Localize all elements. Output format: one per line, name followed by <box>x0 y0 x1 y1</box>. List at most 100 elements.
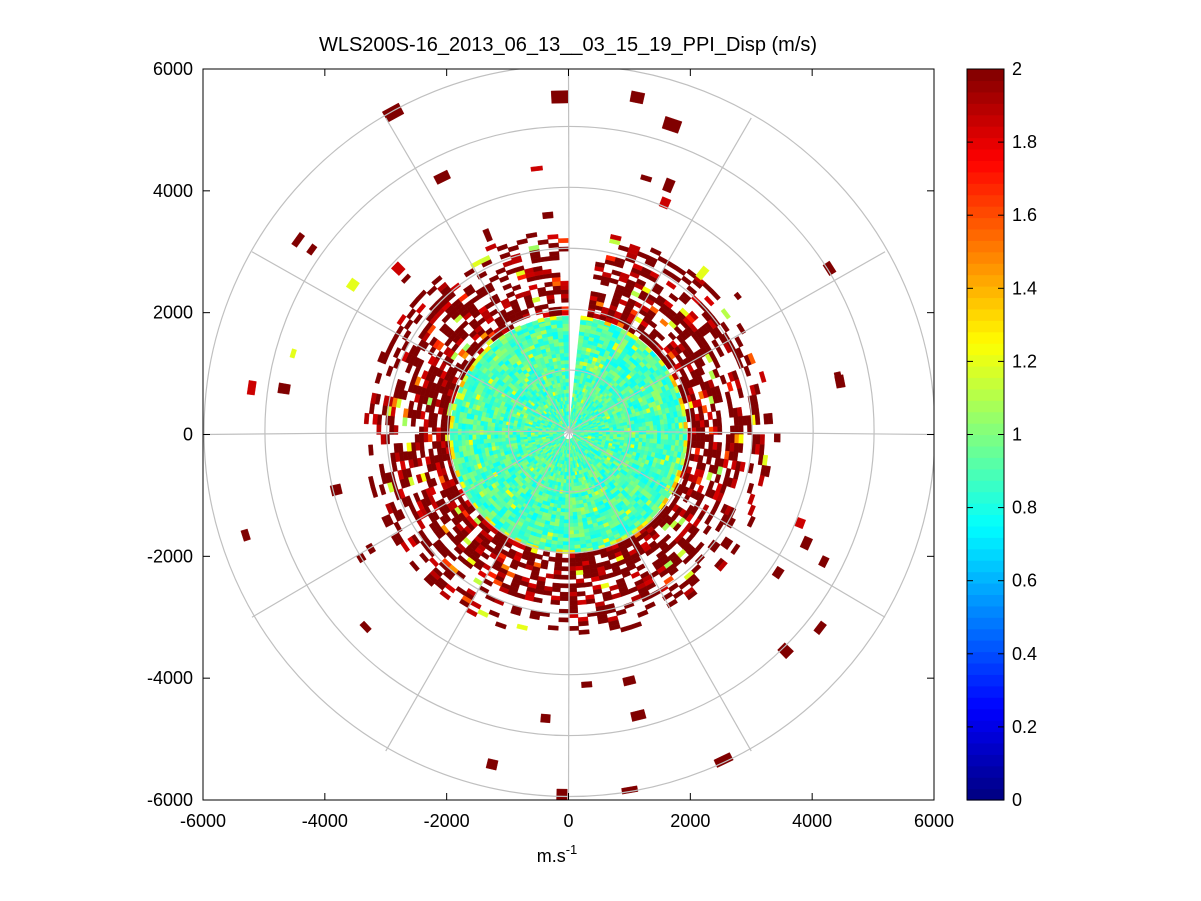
data-cell <box>554 557 563 563</box>
data-cell <box>575 569 584 576</box>
data-cell <box>567 418 569 423</box>
data-cell <box>576 591 586 597</box>
data-cell <box>558 608 569 614</box>
data-cell <box>555 316 564 321</box>
data-cell <box>428 448 434 457</box>
data-cell <box>431 427 437 435</box>
data-cell <box>700 434 706 442</box>
data-cell <box>423 434 429 443</box>
data-cell <box>559 596 569 602</box>
data-cell <box>393 443 400 453</box>
data-cell <box>468 433 473 440</box>
data-cell <box>368 444 374 456</box>
data-cell <box>713 426 718 435</box>
data-cell <box>561 310 569 316</box>
data-cell <box>544 281 554 288</box>
data-cell <box>441 414 447 422</box>
data-cell <box>566 400 569 405</box>
data-cell <box>567 493 573 499</box>
data-cell <box>428 412 434 421</box>
data-cell <box>558 246 569 252</box>
data-cell <box>568 587 577 593</box>
data-cell <box>457 433 462 441</box>
data-cell <box>380 434 386 445</box>
data-cell <box>691 440 697 449</box>
data-cell <box>449 433 455 441</box>
data-cell <box>682 434 688 442</box>
data-cell <box>482 433 488 440</box>
data-cell <box>568 625 579 631</box>
data-cell <box>696 427 701 435</box>
data-cell <box>440 427 446 435</box>
data-cell <box>582 573 592 579</box>
data-cell <box>767 412 774 425</box>
data-cell <box>708 434 714 443</box>
data-cell <box>565 389 569 394</box>
data-cell <box>419 449 426 459</box>
data-cell <box>708 441 714 450</box>
data-cell <box>568 604 578 610</box>
data-cell <box>566 392 569 397</box>
data-cell <box>560 583 569 589</box>
data-cell <box>567 411 569 416</box>
data-cell <box>542 312 551 318</box>
data-cell <box>555 310 563 316</box>
data-cell <box>560 289 569 295</box>
data-cell <box>432 420 438 428</box>
data-cell <box>440 420 446 429</box>
data-cell <box>550 599 561 606</box>
data-cell <box>545 290 555 296</box>
data-cell <box>567 421 569 427</box>
data-cell <box>576 599 587 606</box>
data-cell <box>567 414 569 419</box>
data-cell <box>707 411 713 421</box>
data-cell <box>457 427 462 435</box>
data-cell <box>562 319 570 324</box>
data-cell <box>553 569 562 576</box>
data-cell <box>737 443 744 453</box>
data-cell <box>730 434 736 444</box>
data-cell <box>561 541 569 546</box>
data-cell <box>675 434 680 442</box>
data-cell <box>708 426 714 435</box>
data-cell <box>568 591 578 597</box>
data-cell <box>423 419 429 428</box>
data-cell <box>554 561 563 567</box>
data-cell <box>563 337 570 343</box>
data-cell <box>563 345 570 350</box>
data-cell <box>730 425 736 435</box>
data-cell <box>559 591 569 597</box>
data-cell <box>565 378 569 383</box>
data-cell <box>564 363 570 368</box>
data-cell <box>547 625 559 631</box>
data-cell <box>694 447 701 456</box>
data-cell <box>574 561 583 567</box>
data-cell <box>683 440 688 448</box>
data-cell <box>551 586 561 593</box>
data-cell <box>565 374 570 379</box>
data-cell <box>490 433 495 439</box>
data-cell <box>578 620 589 627</box>
data-cell <box>419 434 424 443</box>
data-cell <box>427 419 434 428</box>
data-cell <box>464 433 469 441</box>
data-cell <box>563 334 570 339</box>
data-cell <box>414 434 420 443</box>
data-cell <box>683 421 688 429</box>
data-cell <box>561 557 569 563</box>
data-cell <box>549 251 560 257</box>
data-cell <box>436 427 441 435</box>
data-cell <box>754 414 761 425</box>
data-cell <box>712 418 718 428</box>
data-cell <box>561 566 569 572</box>
data-cell <box>583 581 593 588</box>
data-cell <box>695 420 701 429</box>
data-cell <box>575 578 585 584</box>
data-cell <box>542 551 551 557</box>
data-cell <box>479 433 484 440</box>
data-cell <box>542 590 553 596</box>
data-cell <box>725 434 731 444</box>
data-cell <box>561 297 569 303</box>
data-cell <box>691 434 697 442</box>
